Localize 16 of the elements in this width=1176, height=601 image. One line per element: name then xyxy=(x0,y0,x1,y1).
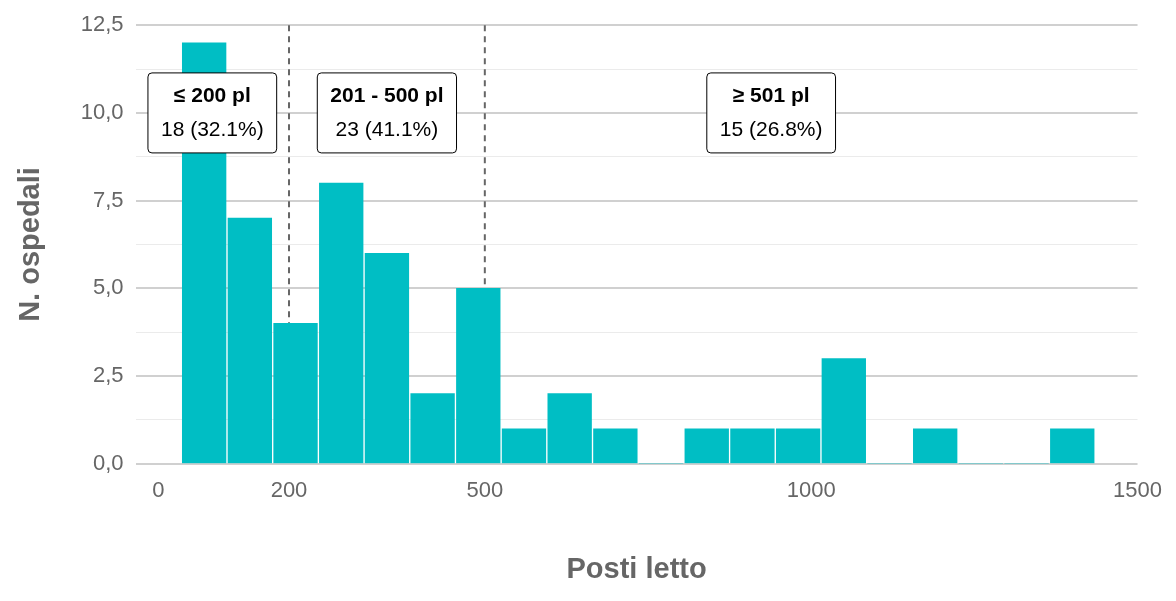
y-tick-label: 12,5 xyxy=(80,11,124,37)
y-tick-label: 2,5 xyxy=(93,362,124,388)
x-tick-label: 500 xyxy=(466,477,504,503)
x-tick-label: 1500 xyxy=(1113,477,1163,503)
y-axis-title: N. ospedali xyxy=(13,167,46,322)
y-tick-label: 5,0 xyxy=(93,274,124,300)
x-tick-label: 200 xyxy=(270,477,308,503)
annotation: 201 - 500 pl 23 (41.1%) xyxy=(330,82,444,140)
annotation: ≤ 200 pl 18 (32.1%) xyxy=(160,82,264,140)
y-tick-label: 10,0 xyxy=(80,98,124,124)
y-tick-label: 0,0 xyxy=(93,449,124,475)
x-tick-label: 1000 xyxy=(786,477,836,503)
x-axis-title: Posti letto xyxy=(566,551,707,584)
x-tick-label: 0 xyxy=(152,477,165,503)
y-tick-label: 7,5 xyxy=(93,186,124,212)
annotation: ≥ 501 pl 15 (26.8%) xyxy=(719,82,823,140)
